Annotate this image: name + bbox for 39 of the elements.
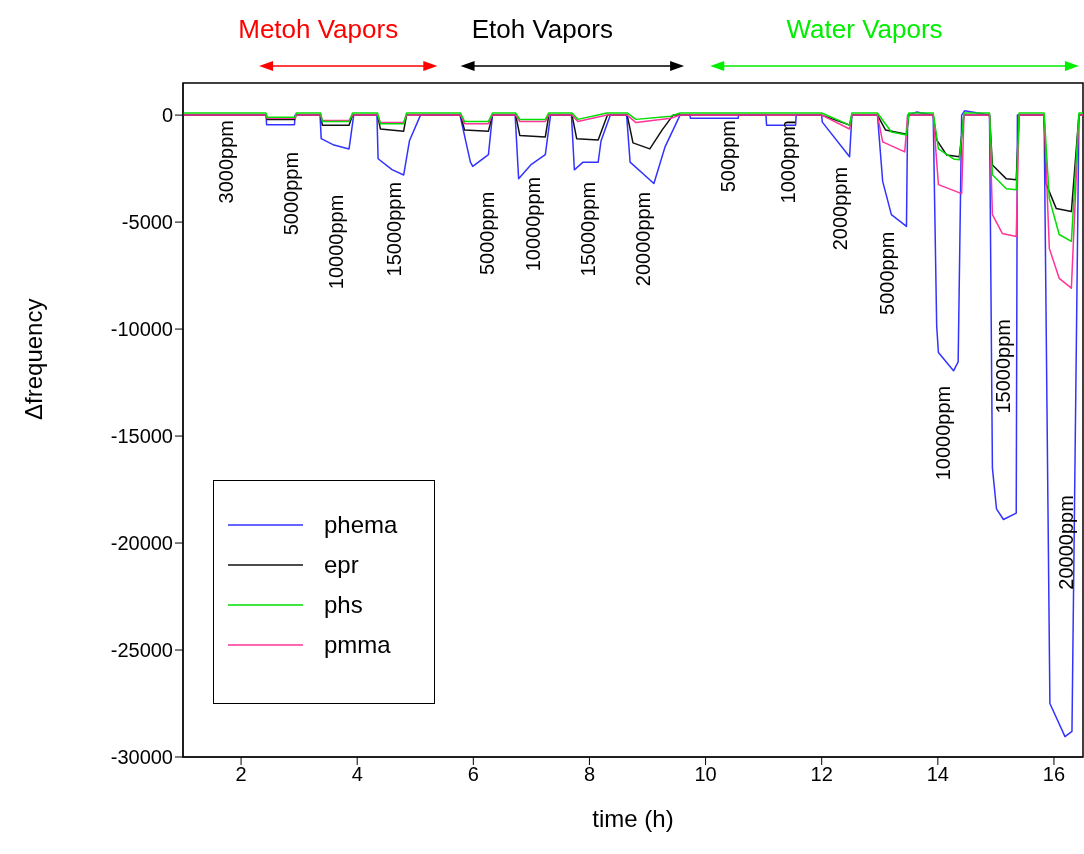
legend-label: phs	[324, 591, 363, 619]
annotation: 500ppm	[716, 120, 739, 193]
annotation: 5000ppm	[280, 151, 302, 236]
annotation: 10000ppm	[324, 194, 347, 290]
legend-label: pmma	[324, 631, 391, 659]
annotation: 5000ppm	[876, 231, 899, 315]
x-tick-label: 12	[810, 763, 833, 786]
x-tick-label: 8	[583, 763, 596, 786]
y-tick-label: 0	[161, 104, 173, 127]
legend-label: phema	[324, 511, 398, 539]
y-tick-label: -30000	[110, 746, 173, 769]
x-axis-title: time (h)	[592, 805, 674, 832]
annotation: 15000ppm	[382, 181, 405, 277]
text: Etoh Vapors	[471, 14, 613, 44]
x-tick-label: 6	[467, 763, 479, 786]
annotation: 10000ppm	[522, 176, 545, 272]
x-tick-label: 4	[351, 763, 363, 786]
annotation: 20000ppm	[1054, 495, 1077, 590]
text: Metoh Vapors	[238, 14, 399, 44]
text: Water Vapors	[786, 14, 943, 44]
annotation: 5000ppm	[476, 191, 499, 276]
annotation: 3000ppm	[214, 120, 237, 204]
annotation: 15000ppm	[992, 319, 1015, 414]
annotation: 1000ppm	[777, 120, 800, 204]
y-tick-label: -20000	[110, 532, 173, 555]
legend-label: epr	[324, 551, 359, 579]
y-tick-label: -5000	[121, 211, 173, 234]
annotation: 2000ppm	[828, 166, 851, 251]
x-tick-label: 10	[694, 763, 717, 786]
annotation: 20000ppm	[631, 191, 654, 287]
y-axis-title: Δfrequency	[19, 298, 47, 420]
x-tick-label: 2	[235, 763, 247, 786]
x-tick-label: 14	[926, 763, 949, 786]
y-tick-label: -15000	[110, 425, 173, 448]
annotation: 15000ppm	[577, 181, 600, 277]
y-tick-label: -10000	[110, 318, 173, 341]
annotation: 10000ppm	[932, 385, 955, 481]
y-tick-label: -25000	[110, 639, 173, 662]
x-tick-label: 16	[1042, 763, 1066, 786]
